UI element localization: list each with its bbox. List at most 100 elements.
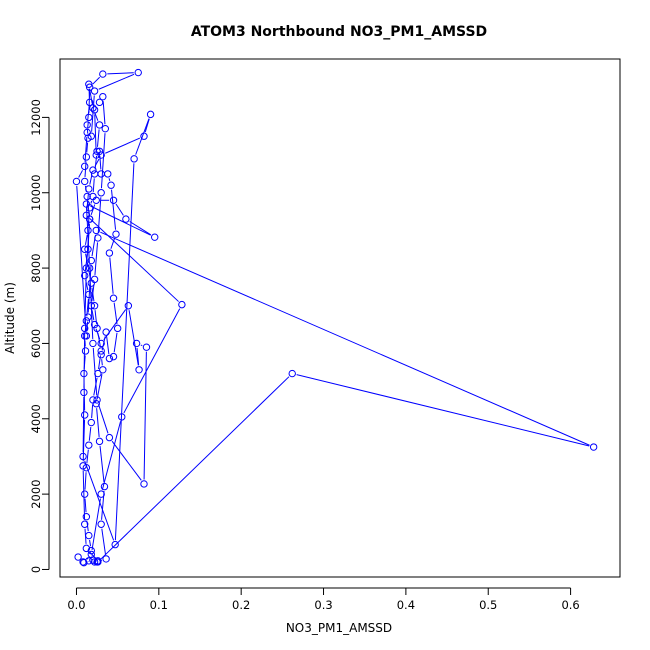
- data-point: [132, 339, 141, 348]
- series-line-segment: [113, 332, 118, 353]
- data-point: [95, 437, 104, 446]
- data-point: [97, 520, 105, 528]
- data-point: [97, 347, 105, 355]
- data-point: [85, 185, 93, 193]
- y-tick-label: 2000: [29, 479, 43, 508]
- data-point: [105, 249, 114, 257]
- data-point: [111, 540, 119, 549]
- data-point: [85, 290, 93, 299]
- data-point: [85, 113, 93, 122]
- data-point: [99, 70, 107, 78]
- data-point: [89, 104, 97, 112]
- x-tick-label: 0.1: [150, 598, 168, 612]
- series-line-segment: [86, 223, 90, 264]
- data-point: [140, 480, 148, 488]
- data-point: [93, 147, 101, 155]
- data-point: [97, 170, 105, 178]
- series-line-segment: [90, 200, 93, 204]
- data-point: [82, 153, 91, 161]
- data-point: [113, 324, 122, 333]
- series-line-segment: [89, 218, 179, 302]
- series-line-segment: [87, 121, 89, 129]
- data-point: [87, 256, 95, 265]
- series-line-segment: [91, 404, 94, 419]
- series-line-segment: [143, 351, 147, 480]
- data-point: [82, 513, 91, 521]
- data-point: [140, 132, 148, 140]
- data-point: [124, 302, 133, 310]
- y-axis-label: Altitude (m): [3, 282, 17, 354]
- series-line-segment: [129, 221, 152, 236]
- data-point: [85, 531, 93, 540]
- series-lines: [76, 72, 590, 562]
- series-line-segment: [107, 72, 134, 75]
- data-point: [178, 300, 186, 309]
- series-line-segment: [101, 359, 103, 366]
- data-point: [92, 400, 100, 408]
- data-point: [83, 192, 91, 201]
- data-point: [81, 411, 89, 419]
- series-line-segment: [88, 91, 91, 113]
- x-tick-label: 0.0: [67, 598, 85, 612]
- data-point: [135, 366, 143, 374]
- data-point: [99, 366, 107, 374]
- data-point: [97, 490, 105, 498]
- series-line-segment: [96, 374, 103, 400]
- series-line-segment: [94, 242, 99, 275]
- series-line-segment: [123, 308, 181, 414]
- data-point: [80, 388, 88, 397]
- y-axis: 0 2000 4000 6000 8000 10000 12000: [29, 99, 50, 573]
- data-point: [95, 98, 104, 107]
- data-point: [93, 324, 101, 333]
- data-point: [107, 181, 115, 189]
- data-point: [90, 320, 99, 329]
- series-line-segment: [111, 189, 117, 230]
- y-tick-label: 6000: [29, 329, 43, 358]
- y-tick-label: 10000: [29, 174, 43, 211]
- series-line-segment: [296, 374, 590, 447]
- data-point: [84, 313, 92, 321]
- series-line-segment: [108, 178, 111, 182]
- data-point: [85, 441, 93, 449]
- series-line-segment: [144, 118, 150, 133]
- data-point: [100, 482, 109, 491]
- data-point: [81, 245, 89, 253]
- series-line-segment: [91, 95, 95, 132]
- data-point: [74, 553, 82, 561]
- series-line-segment: [111, 440, 142, 481]
- data-point: [104, 170, 112, 178]
- data-point: [90, 275, 99, 284]
- series-line-segment: [86, 298, 89, 317]
- data-point: [80, 558, 88, 567]
- series-line-segment: [135, 118, 150, 155]
- data-point: [118, 413, 126, 421]
- data-point: [93, 396, 101, 404]
- series-line-segment: [95, 328, 101, 340]
- data-point: [142, 343, 151, 351]
- data-point: [84, 226, 92, 235]
- data-point: [94, 558, 102, 566]
- data-point: [97, 339, 105, 348]
- series-line-segment: [83, 332, 86, 388]
- data-point: [90, 558, 99, 566]
- series-line-segment: [102, 101, 106, 125]
- series-line-segment: [84, 498, 87, 513]
- series-line-segment: [136, 347, 140, 366]
- data-point: [130, 155, 138, 163]
- series-line-segment: [140, 344, 143, 347]
- data-point: [112, 230, 120, 238]
- chart-title: ATOM3 Northbound NO3_PM1_AMSSD: [191, 24, 487, 40]
- data-point: [92, 226, 100, 235]
- x-tick-label: 0.2: [232, 598, 250, 612]
- x-tick-label: 0.3: [314, 598, 332, 612]
- data-point: [92, 151, 100, 159]
- data-point: [82, 200, 91, 208]
- data-point: [82, 317, 91, 325]
- series-line-segment: [84, 460, 115, 541]
- series-line-segment: [90, 204, 96, 216]
- data-point: [146, 110, 155, 119]
- y-tick-label: 12000: [29, 99, 43, 136]
- series-line-segment: [110, 238, 115, 249]
- data-point: [81, 177, 89, 186]
